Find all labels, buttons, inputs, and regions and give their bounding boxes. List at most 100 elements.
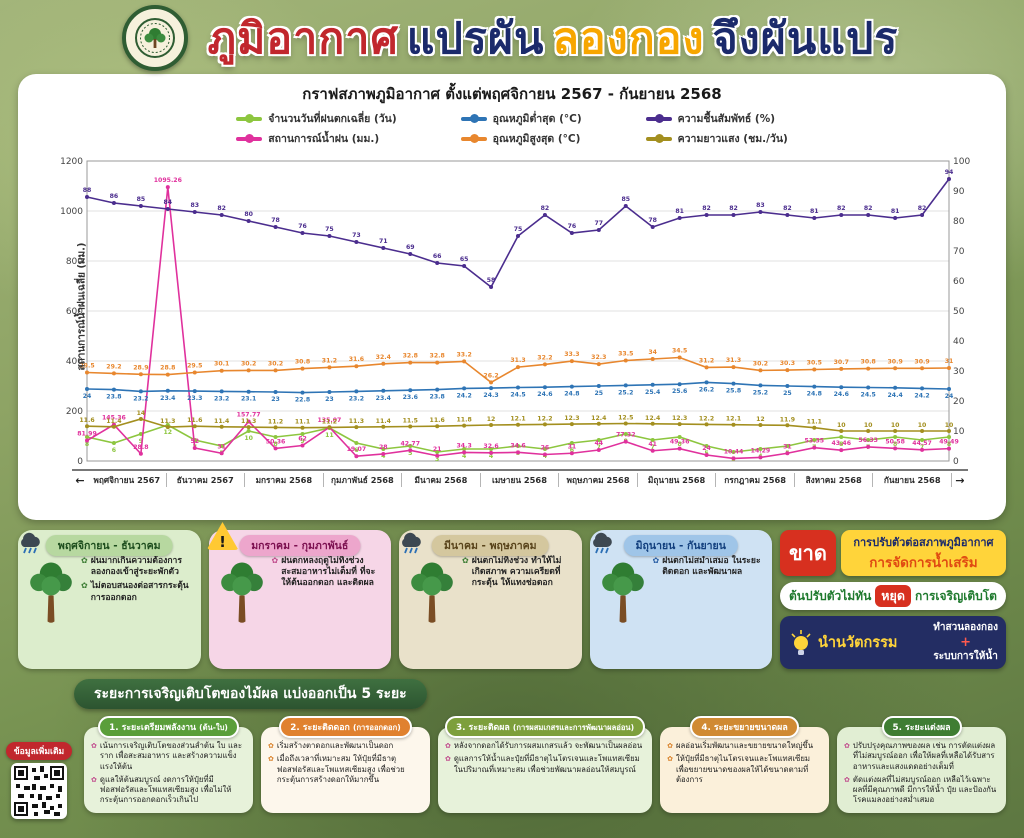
svg-text:30.7: 30.7 [834, 359, 849, 366]
impact-list: ✿ ฝนมากเกินความต้องการ ลองกองเข้าสู่ระยะพ… [81, 556, 194, 607]
bullet-text: ไม่ตอบสนองต่อสารกระตุ้น การออกดอก [90, 581, 189, 603]
stage-card-3: 3. ระยะติดผล (การผสมเกสรและการพัฒนาผลอ่อ… [437, 716, 653, 813]
svg-text:11.3: 11.3 [160, 418, 175, 425]
svg-text:82: 82 [541, 205, 550, 212]
legend-item-rainfall: สถานการณ์น้ำฝน (มม.) [236, 130, 396, 147]
innovation-left: นำนวัตกรรม [788, 629, 927, 657]
svg-text:12.3: 12.3 [672, 415, 687, 422]
list-item: ✿ ฝนตกไม่สม่ำเสมอ ในระยะติดดอก และพัฒนาผล [653, 556, 766, 578]
svg-text:53.35: 53.35 [805, 438, 825, 445]
svg-text:20: 20 [953, 397, 965, 407]
bullet-text: เริ่มสร้างตาดอกและพัฒนาเป็นดอก [276, 741, 394, 751]
svg-text:34.6: 34.6 [510, 442, 525, 449]
impact-list: ✿ ฝนตกหลงฤดูไม่ทิ้งช่วง สะสมอาหารไม่เต็มท… [272, 556, 385, 593]
legend-item-rainy-days: จำนวนวันที่ฝนตกเฉลี่ย (วัน) [236, 110, 397, 127]
svg-text:24: 24 [945, 393, 954, 400]
svg-text:82: 82 [837, 205, 846, 212]
svg-text:11.1: 11.1 [807, 419, 822, 426]
svg-text:25.2: 25.2 [753, 389, 768, 396]
seasonal-impact-row: พฤศจิกายน - ธันวาคม ✿ ฝนมากเกินความต้องกา… [18, 522, 1006, 670]
month-label: มกราคม 2568 [245, 473, 324, 487]
svg-text:135.07: 135.07 [317, 417, 341, 424]
svg-text:58: 58 [487, 277, 496, 284]
svg-text:81: 81 [810, 208, 819, 215]
legend-swatch-blue [460, 114, 487, 123]
svg-text:100: 100 [953, 157, 970, 167]
climate-chart-card: กราฟสภาพภูมิอากาศ ตั้งแต่พฤศจิกายน 2567 … [18, 74, 1006, 520]
list-item: ✿ เมื่อถึงเวลาที่เหมาะสม ให้ปุ๋ยที่มีธาตุ… [268, 754, 423, 784]
legend-swatch-olive [645, 134, 672, 143]
period-card-jan-feb: ! มกราคม - กุมภาพันธ์ ✿ ฝนตกหลงฤดูไม่ทิ้ง… [206, 522, 391, 670]
svg-text:4: 4 [381, 453, 386, 460]
more-info-block: ข้อมูลเพิ่มเติม [6, 742, 72, 819]
svg-text:32.6: 32.6 [483, 443, 498, 450]
svg-text:32.3: 32.3 [591, 354, 606, 361]
svg-text:10: 10 [891, 422, 900, 429]
svg-text:26: 26 [541, 445, 550, 452]
svg-text:8: 8 [893, 441, 897, 448]
legend-label: อุณหภูมิต่ำสุด (°C) [492, 113, 582, 125]
rain-cloud-icon [592, 532, 612, 554]
month-label: พฤษภาคม 2568 [559, 473, 638, 487]
svg-text:11.5: 11.5 [403, 418, 418, 425]
stages-row: 1. ระยะเตรียมพลังงาน (ต้น-ใบ) ✿ เน้นการเจ… [84, 716, 1007, 813]
svg-text:30.8: 30.8 [295, 359, 310, 366]
svg-text:9: 9 [139, 438, 143, 445]
svg-text:11.4: 11.4 [376, 418, 392, 425]
svg-text:23.4: 23.4 [376, 395, 392, 402]
list-item: ✿ ผลอ่อนเริ่มพัฒนาและขยายขนาดใหญ่ขึ้น [667, 741, 822, 751]
chart-title: กราฟสภาพภูมิอากาศ ตั้งแต่พฤศจิกายน 2567 … [302, 85, 722, 103]
svg-text:26.2: 26.2 [699, 386, 714, 393]
svg-text:43.46: 43.46 [831, 440, 851, 447]
svg-text:1095.26: 1095.26 [154, 177, 182, 184]
svg-text:24.6: 24.6 [834, 391, 849, 398]
lightbulb-icon [791, 629, 811, 655]
rain-cloud-icon [402, 532, 421, 554]
flower-bullet-icon: ✿ [271, 556, 279, 565]
svg-text:26.2: 26.2 [483, 372, 498, 379]
svg-text:29.2: 29.2 [106, 363, 121, 370]
flower-bullet-icon: ✿ [91, 775, 97, 784]
title-word-climate: ภูมิอากาศ [207, 14, 399, 64]
svg-text:25: 25 [783, 390, 792, 397]
gap-line-1: การปรับตัวต่อสภาพภูมิอากาศ [853, 536, 994, 549]
svg-text:6: 6 [354, 447, 358, 454]
svg-text:94: 94 [945, 169, 954, 176]
svg-text:28.8: 28.8 [160, 365, 175, 372]
impact-list: ✿ ฝนตกไม่ทิ้งช่วง ทำให้ไม่เกิดสภาพ ความเค… [462, 556, 575, 593]
stages-header: ระยะการเจริญเติบโตของไม้ผล แบ่งออกเป็น 5… [74, 679, 1006, 710]
svg-text:0: 0 [77, 457, 83, 467]
stage-list: ✿ ผลอ่อนเริ่มพัฒนาและขยายขนาดใหญ่ขึ้น ✿ ให… [667, 741, 822, 785]
svg-text:50.36: 50.36 [266, 438, 286, 445]
climate-line-chart: 0 200 400 600 800 1000 1200 0 10 20 30 40 50 60 70 80 90… [60, 157, 970, 467]
more-info-label: ข้อมูลเพิ่มเติม [6, 742, 72, 760]
svg-text:11.3: 11.3 [349, 418, 364, 425]
svg-text:7: 7 [597, 444, 601, 451]
period-card-mar-may: มีนาคม - พฤษภาคม ✿ ฝนตกไม่ทิ้งช่วง ทำให้ไ… [399, 530, 582, 670]
legend-label: ความยาวแสง (ชม./วัน) [677, 133, 788, 145]
period-card-nov-dec: พฤศจิกายน - ธันวาคม ✿ ฝนมากเกินความต้องกา… [18, 530, 201, 670]
flower-bullet-icon: ✿ [267, 755, 274, 764]
tree-illustration [601, 562, 644, 623]
period-card-jun-sep: มิถุนายน - กันยายน ✿ ฝนตกไม่สม่ำเสมอ ในระ… [589, 530, 772, 670]
flower-bullet-icon: ✿ [444, 742, 451, 751]
svg-text:23.2: 23.2 [349, 395, 364, 402]
title-word-varies: แปรผัน [406, 14, 545, 64]
stop-right-text: การเจริญเติบโต [914, 588, 997, 603]
innovation-items: ทำสวนลองกอง + ระบบการให้น้ำ [933, 622, 998, 663]
svg-text:32.8: 32.8 [430, 353, 445, 360]
list-item: ✿ ตัดแต่งผลที่ไม่สมบูรณ์ออก เหลือไว้เฉพาะ… [844, 775, 999, 805]
stages-title: ระยะการเจริญเติบโตของไม้ผล แบ่งออกเป็น 5… [74, 679, 427, 710]
innovation-label: นำนวัตกรรม [818, 635, 898, 652]
svg-text:12.3: 12.3 [564, 415, 579, 422]
svg-text:29.5: 29.5 [187, 363, 202, 370]
stage-pill-5: 5. ระยะแต่งผล [881, 716, 962, 739]
list-item: ✿ ฝนมากเกินความต้องการ ลองกองเข้าสู่ระยะพ… [81, 556, 194, 578]
svg-text:86: 86 [110, 193, 119, 200]
svg-text:32.4: 32.4 [376, 354, 392, 361]
svg-text:800: 800 [66, 257, 83, 267]
stop-badge: หยุด [875, 585, 911, 607]
period-label: มีนาคม - พฤษภาคม [431, 535, 549, 556]
svg-text:3: 3 [435, 456, 439, 463]
svg-text:23.4: 23.4 [160, 395, 176, 402]
